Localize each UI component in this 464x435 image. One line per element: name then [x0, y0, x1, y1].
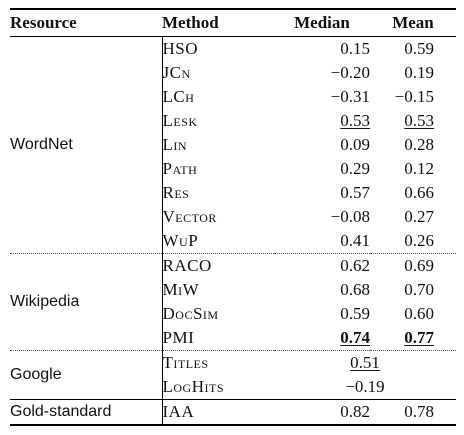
mean-cell: −0.15: [394, 87, 434, 106]
median-cell: −0.31: [330, 87, 370, 106]
resource-google: Google: [10, 350, 163, 400]
table-row: Lesk 0.53 0.53: [10, 109, 456, 133]
underlined-value: 0.53: [404, 111, 434, 130]
method-cell: Res: [162, 183, 190, 202]
method-cell: DocSim: [162, 304, 219, 323]
median-cell: 0.53: [274, 109, 370, 133]
median-cell: −0.08: [330, 207, 370, 226]
value-cell: −0.19: [345, 377, 385, 396]
table-row: MiW 0.68 0.70: [10, 278, 456, 302]
mean-cell: 0.27: [404, 207, 434, 226]
header-median: Median: [274, 8, 370, 37]
mean-cell: 0.60: [404, 304, 434, 323]
header-resource: Resource: [10, 8, 162, 37]
method-cell: LogHits: [162, 377, 224, 396]
header-row: Resource Method Median Mean: [10, 8, 456, 37]
table-row: LogHits −0.19: [10, 375, 456, 400]
method-cell: MiW: [162, 280, 200, 299]
median-cell: 0.09: [340, 135, 370, 154]
median-cell: 0.74: [274, 326, 370, 351]
median-cell: 0.68: [340, 280, 370, 299]
method-cell: LCh: [162, 87, 195, 106]
value-cell: 0.51: [274, 350, 456, 375]
mean-cell: 0.70: [404, 280, 434, 299]
table-row: LCh −0.31 −0.15: [10, 85, 456, 109]
table-row: Google Titles 0.51: [10, 350, 456, 400]
method-cell: Path: [162, 159, 198, 178]
mean-cell: 0.53: [370, 109, 456, 133]
median-cell: 0.62: [274, 253, 370, 278]
table-row: Res 0.57 0.66: [10, 181, 456, 205]
median-cell: 0.41: [340, 231, 370, 250]
method-cell: WuP: [162, 231, 199, 250]
mean-cell: 0.59: [404, 39, 434, 58]
median-cell: 0.82: [274, 399, 370, 426]
table-row: Gold-standard IAA 0.82 0.78: [10, 399, 456, 426]
header-mean: Mean: [370, 8, 456, 37]
median-cell: 0.29: [340, 159, 370, 178]
table-row: Lin 0.09 0.28: [10, 133, 456, 157]
resource-wordnet: WordNet: [10, 36, 163, 254]
mean-cell: 0.26: [404, 231, 434, 250]
underlined-value: 0.53: [340, 111, 370, 130]
mean-cell: 0.28: [404, 135, 434, 154]
table-row: Vector −0.08 0.27: [10, 205, 456, 229]
table-row: WordNet HSO 0.15 0.59: [10, 36, 456, 254]
mean-cell: 0.19: [404, 63, 434, 82]
mean-cell: 0.66: [404, 183, 434, 202]
median-cell: −0.20: [330, 63, 370, 82]
mean-cell: 0.77: [370, 326, 456, 351]
header-method: Method: [162, 8, 274, 37]
method-cell: PMI: [162, 328, 195, 347]
table-row: Wikipedia RACO 0.62 0.69: [10, 253, 456, 351]
best-value: 0.74: [340, 328, 370, 347]
resource-gold-standard: Gold-standard: [10, 399, 163, 426]
results-table: Resource Method Median Mean WordNet HSO …: [10, 8, 456, 426]
method-cell: Vector: [162, 207, 217, 226]
table-row: JCn −0.20 0.19: [10, 61, 456, 85]
method-cell: Titles: [162, 350, 274, 375]
median-cell: 0.15: [340, 39, 370, 58]
method-cell: JCn: [162, 63, 191, 82]
method-cell: RACO: [162, 253, 274, 278]
mean-cell: 0.69: [370, 253, 456, 278]
resource-wikipedia: Wikipedia: [10, 253, 163, 351]
underlined-value: 0.51: [350, 353, 380, 372]
method-cell: Lesk: [162, 111, 198, 130]
table-row: DocSim 0.59 0.60: [10, 302, 456, 326]
table-row: PMI 0.74 0.77: [10, 326, 456, 351]
best-value: 0.77: [404, 328, 434, 347]
mean-cell: 0.78: [370, 399, 456, 426]
method-cell: HSO: [162, 39, 199, 58]
table-row: Path 0.29 0.12: [10, 157, 456, 181]
mean-cell: 0.12: [404, 159, 434, 178]
method-cell: Lin: [162, 135, 188, 154]
table-row: WuP 0.41 0.26: [10, 229, 456, 254]
method-cell: IAA: [162, 399, 274, 426]
median-cell: 0.57: [340, 183, 370, 202]
median-cell: 0.59: [340, 304, 370, 323]
